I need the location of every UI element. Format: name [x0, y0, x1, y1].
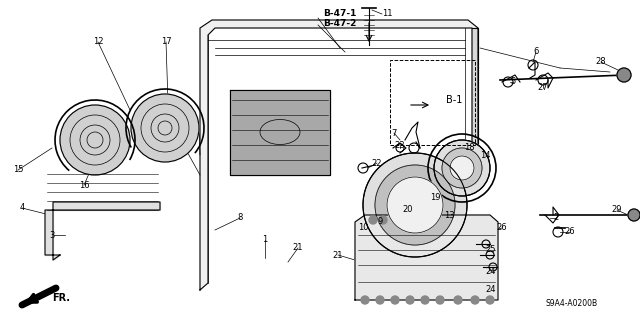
Text: 12: 12 — [93, 38, 103, 47]
Text: 2: 2 — [554, 213, 559, 222]
Polygon shape — [355, 215, 498, 300]
Text: 18: 18 — [464, 144, 474, 152]
Text: 24: 24 — [486, 266, 496, 276]
Text: 20: 20 — [403, 205, 413, 214]
Text: 6: 6 — [533, 48, 539, 56]
Text: 14: 14 — [480, 151, 490, 160]
Text: 9: 9 — [378, 218, 383, 226]
Polygon shape — [472, 28, 478, 145]
Circle shape — [486, 296, 494, 304]
Text: 4: 4 — [19, 204, 24, 212]
Circle shape — [434, 140, 490, 196]
Circle shape — [450, 156, 474, 180]
Text: 19: 19 — [429, 194, 440, 203]
Text: B-47-2: B-47-2 — [323, 19, 356, 28]
Circle shape — [391, 296, 399, 304]
Text: B-47-1: B-47-1 — [323, 10, 356, 19]
Text: S9A4-A0200B: S9A4-A0200B — [546, 299, 598, 308]
Text: 13: 13 — [444, 211, 454, 219]
Text: 28: 28 — [596, 57, 606, 66]
Text: 27: 27 — [538, 84, 548, 93]
Text: 7: 7 — [391, 129, 397, 137]
Circle shape — [60, 105, 130, 175]
Circle shape — [363, 153, 467, 257]
Text: 21: 21 — [333, 250, 343, 259]
Text: 11: 11 — [382, 10, 392, 19]
Circle shape — [617, 68, 631, 82]
Text: 5: 5 — [510, 78, 516, 86]
Circle shape — [628, 209, 640, 221]
Text: 10: 10 — [358, 224, 368, 233]
Polygon shape — [230, 90, 330, 175]
Text: 1: 1 — [262, 235, 268, 244]
Text: B-1: B-1 — [446, 95, 462, 105]
Text: 15: 15 — [13, 166, 23, 174]
Circle shape — [131, 94, 199, 162]
Text: 23: 23 — [395, 140, 405, 150]
Text: 17: 17 — [161, 38, 172, 47]
Polygon shape — [200, 20, 478, 290]
Circle shape — [369, 216, 377, 224]
Circle shape — [471, 296, 479, 304]
Text: 21: 21 — [292, 243, 303, 253]
Text: 8: 8 — [237, 213, 243, 222]
Text: 22: 22 — [372, 159, 382, 167]
Circle shape — [379, 216, 387, 224]
Text: 26: 26 — [564, 227, 575, 236]
Circle shape — [436, 296, 444, 304]
Text: 26: 26 — [497, 224, 508, 233]
Circle shape — [406, 296, 414, 304]
Bar — [390, 60, 475, 145]
Circle shape — [387, 177, 443, 233]
Circle shape — [442, 148, 482, 188]
Text: 25: 25 — [486, 246, 496, 255]
Circle shape — [421, 296, 429, 304]
Text: FR.: FR. — [52, 293, 70, 303]
Text: 29: 29 — [612, 205, 622, 214]
Text: 24: 24 — [486, 285, 496, 293]
Polygon shape — [45, 202, 160, 260]
Text: 3: 3 — [49, 231, 54, 240]
Text: 16: 16 — [79, 181, 90, 189]
Circle shape — [454, 296, 462, 304]
Circle shape — [376, 296, 384, 304]
Circle shape — [375, 165, 455, 245]
Circle shape — [361, 296, 369, 304]
